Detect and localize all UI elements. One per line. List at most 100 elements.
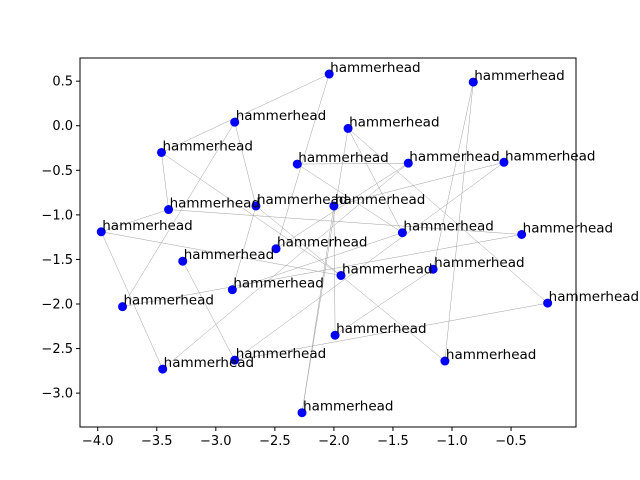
point-label: hammerhead	[549, 289, 639, 305]
graph-edge	[297, 163, 403, 233]
scatter-point	[230, 355, 240, 365]
point-label: hammerhead	[342, 261, 432, 277]
scatter-point	[499, 157, 509, 167]
point-label: hammerhead	[335, 192, 425, 208]
point-label: hammerhead	[403, 219, 493, 235]
graph-edge	[122, 122, 235, 307]
point-label: hammerhead	[102, 218, 192, 234]
graph-edge	[234, 122, 257, 207]
graph-edge	[232, 205, 257, 290]
y-tick-label: 0.5	[52, 75, 73, 90]
graph-edge	[101, 231, 342, 276]
y-tick-label: −2.0	[41, 298, 73, 313]
x-tick-label: −3.5	[141, 434, 173, 449]
scatter-point	[428, 264, 438, 274]
points-layer	[96, 69, 553, 418]
scatter-point	[517, 229, 527, 239]
scatter-point	[271, 244, 281, 254]
scatter-point	[118, 302, 128, 312]
scatter-point	[156, 147, 166, 157]
y-tick-label: −0.5	[41, 164, 73, 179]
x-tick-label: −3.0	[200, 434, 232, 449]
graph-edge	[232, 232, 403, 290]
y-tick-label: −3.0	[41, 387, 73, 402]
point-label: hammerhead	[162, 138, 252, 154]
point-label: hammerhead	[236, 346, 326, 362]
point-label: hammerhead	[336, 321, 426, 337]
graph-edge	[122, 234, 522, 307]
graph-edge	[297, 162, 409, 165]
point-label: hammerhead	[184, 247, 274, 263]
graph-edge	[182, 261, 235, 361]
graph-edge	[101, 231, 163, 370]
y-tick-label: −1.0	[41, 208, 73, 223]
scatter-point	[178, 256, 188, 266]
scatter-point	[96, 227, 106, 237]
graph-edge	[161, 152, 169, 210]
scatter-point	[336, 270, 346, 280]
point-label: hammerhead	[298, 150, 388, 166]
x-tick-label: −2.5	[259, 434, 291, 449]
point-label: hammerhead	[523, 220, 613, 236]
scatter-point	[468, 77, 478, 87]
scatter-point	[397, 228, 407, 238]
scatter-point	[329, 201, 339, 211]
edges-layer	[101, 73, 548, 413]
graph-edge	[301, 205, 335, 413]
y-axis: 0.5 0.0 −0.5 −1.0 −1.5 −2.0 −2.5 −3.0	[41, 75, 80, 402]
point-label: hammerhead	[257, 192, 347, 208]
graph-edge	[333, 162, 505, 207]
scatter-point	[297, 408, 307, 418]
point-label: hammerhead	[164, 355, 254, 371]
point-label: hammerhead	[474, 68, 564, 84]
x-tick-label: −0.5	[495, 434, 527, 449]
scatter-point	[324, 69, 334, 79]
graph-edge	[347, 128, 403, 233]
graph-edge	[301, 128, 349, 413]
graph-edge	[168, 209, 522, 235]
graph-edge	[234, 162, 505, 361]
graph-edge	[275, 73, 330, 249]
graph-edge	[255, 205, 446, 362]
scatter-point	[440, 356, 450, 366]
point-label: hammerhead	[233, 276, 323, 292]
scatter-point	[164, 205, 174, 215]
point-label: hammerhead	[170, 196, 260, 212]
x-axis: −4.0 −3.5 −3.0 −2.5 −2.0 −1.5 −1.0 −0.5	[82, 427, 527, 449]
point-label: hammerhead	[330, 60, 420, 76]
point-label: hammerhead	[434, 255, 524, 271]
point-label: hammerhead	[505, 148, 595, 164]
scatter-point	[543, 298, 553, 308]
graph-edge	[333, 205, 336, 336]
scatter-point	[230, 117, 240, 127]
x-tick-label: −1.5	[377, 434, 409, 449]
graph-edge	[161, 73, 330, 153]
point-label: hammerhead	[303, 399, 393, 415]
graph-edge	[234, 302, 548, 361]
scatter-point	[227, 285, 237, 295]
scatter-point	[343, 123, 353, 133]
scatter-point	[403, 158, 413, 168]
point-label: hammerhead	[446, 347, 536, 363]
graph-edge	[101, 209, 169, 233]
scatter-point	[158, 364, 168, 374]
point-label: hammerhead	[349, 114, 439, 130]
graph-edge	[275, 162, 409, 249]
graph-edge	[444, 82, 474, 362]
scatter-point	[292, 159, 302, 169]
x-tick-label: −4.0	[82, 434, 114, 449]
axes-frame	[79, 57, 577, 428]
point-label: hammerhead	[277, 235, 367, 251]
y-tick-label: −2.5	[41, 342, 73, 357]
scatter-point	[251, 201, 261, 211]
graph-edge	[432, 82, 474, 270]
graph-edge	[161, 152, 342, 276]
graph-edge	[347, 128, 548, 304]
point-label: hammerhead	[236, 108, 326, 124]
point-label: hammerhead	[409, 149, 499, 165]
scatter-point	[330, 330, 340, 340]
graph-edge	[334, 269, 434, 336]
